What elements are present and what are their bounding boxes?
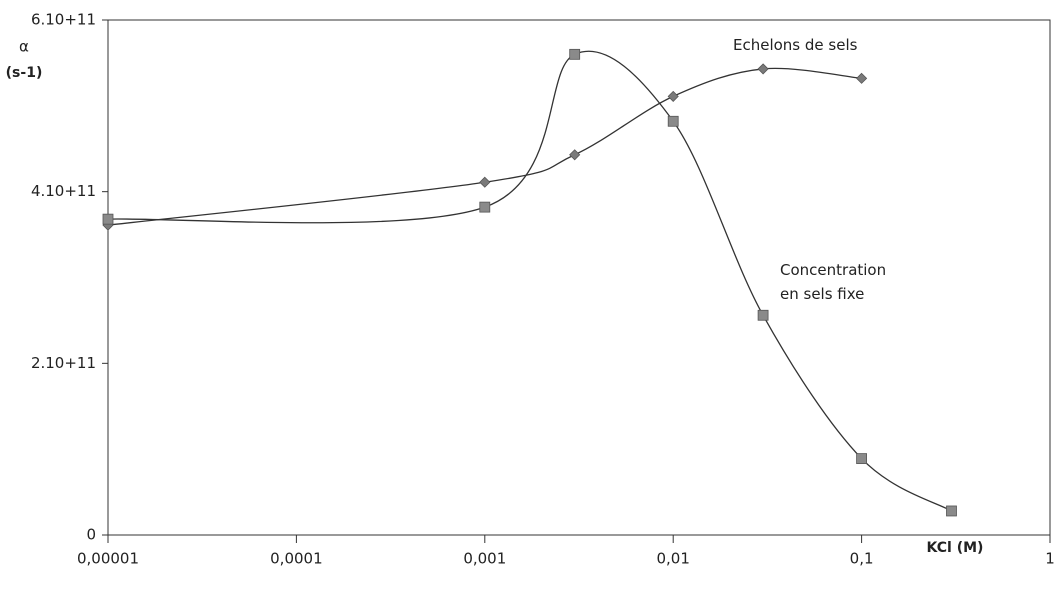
series-line: [107, 50, 952, 512]
x-tick-label: 0,00001: [77, 550, 139, 568]
point: [569, 48, 581, 60]
y-axis-label: α: [19, 38, 29, 56]
point: [757, 309, 769, 321]
x-tick-label: 0,1: [850, 550, 874, 568]
series-line: [107, 67, 862, 226]
point: [946, 505, 957, 517]
series-label: Concentration en sels fixe: [780, 261, 887, 303]
plot-frame: [107, 19, 1051, 536]
x-axis-label: KCl (M): [927, 540, 984, 556]
point: [479, 201, 491, 213]
x-tick-label: 0,0001: [270, 550, 323, 568]
x-tick-label: 1: [1045, 550, 1055, 568]
point: [102, 213, 114, 225]
y-tick-label: 2.10+11: [31, 354, 96, 372]
point: [667, 115, 679, 127]
y-tick-label: 4.10+11: [31, 182, 96, 200]
point: [569, 149, 581, 161]
point: [667, 90, 679, 102]
y-tick-label: 0: [86, 526, 96, 544]
point: [479, 176, 491, 188]
x-tick-label: 0,01: [656, 550, 689, 568]
point: [856, 72, 868, 84]
y-axis-unit: (s-1): [6, 65, 43, 81]
point: [856, 453, 867, 465]
y-tick-label: 6.10+11: [31, 11, 96, 29]
x-tick-label: 0,001: [463, 550, 506, 568]
series-label: Echelons de sels: [733, 36, 858, 54]
point: [757, 63, 769, 75]
